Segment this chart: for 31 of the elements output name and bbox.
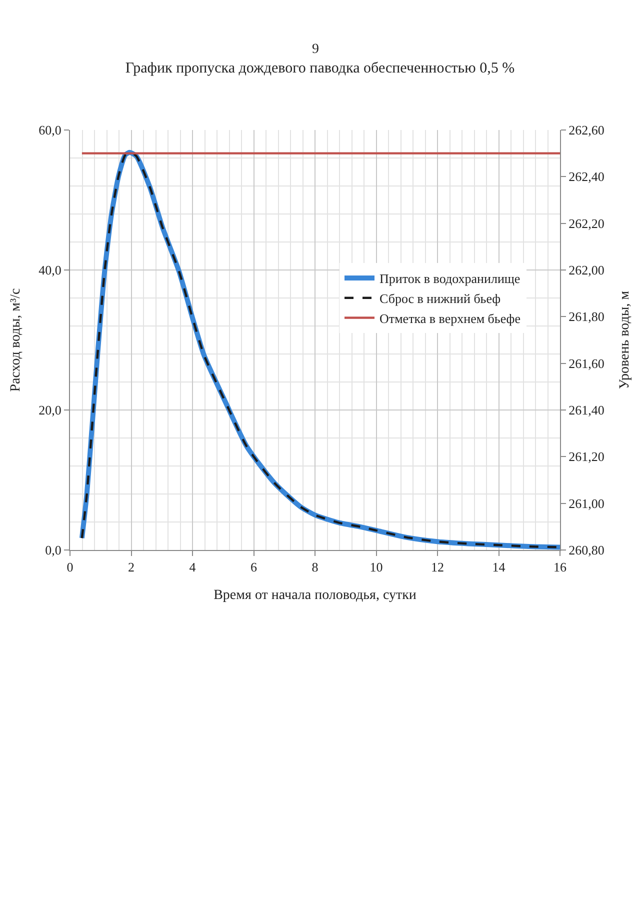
y2-tick-label: 262,60 bbox=[568, 122, 604, 138]
x-tick-label: 4 bbox=[189, 560, 196, 575]
chart-title: График пропуска дождевого паводка обеспеченностью 0,5 % bbox=[125, 60, 515, 76]
y2-tick-label: 260,80 bbox=[568, 542, 604, 558]
y2-tick-label: 261,80 bbox=[568, 309, 604, 324]
y-tick-label: 20,0 bbox=[38, 402, 62, 418]
y2-tick-label: 261,00 bbox=[568, 496, 604, 511]
x-tick-label: 2 bbox=[128, 560, 134, 575]
x-tick-label: 14 bbox=[492, 560, 506, 575]
y2-tick-label: 262,20 bbox=[568, 216, 604, 231]
y2-tick-label: 262,40 bbox=[568, 169, 604, 184]
x-axis-title: Время от начала половодья, сутки bbox=[214, 588, 417, 603]
y2-tick-label: 262,00 bbox=[568, 262, 604, 278]
y-tick-label: 40,0 bbox=[38, 262, 62, 278]
y-axis-title: Расход воды, м³/с bbox=[8, 288, 24, 392]
x-tick-label: 10 bbox=[370, 560, 383, 575]
legend-label: Приток в водохранилище bbox=[380, 271, 520, 286]
y2-tick-label: 261,40 bbox=[568, 402, 604, 418]
y2-axis-title: Уровень воды, м bbox=[618, 290, 633, 390]
y2-tick-label: 261,20 bbox=[568, 449, 604, 464]
y2-tick-label: 261,60 bbox=[568, 356, 604, 371]
x-tick-label: 8 bbox=[312, 560, 318, 575]
x-tick-label: 12 bbox=[431, 560, 444, 575]
legend-label: Сброс в нижний бьеф bbox=[380, 290, 501, 306]
x-tick-label: 0 bbox=[66, 560, 74, 575]
legend-label: Отметка в верхнем бьефе bbox=[380, 310, 521, 326]
x-tick-label: 6 bbox=[250, 560, 258, 575]
y-tick-label: 0,0 bbox=[45, 542, 62, 558]
x-tick-label: 16 bbox=[554, 560, 567, 575]
text: 9 bbox=[312, 42, 319, 57]
y-tick-label: 60,0 bbox=[38, 122, 62, 138]
